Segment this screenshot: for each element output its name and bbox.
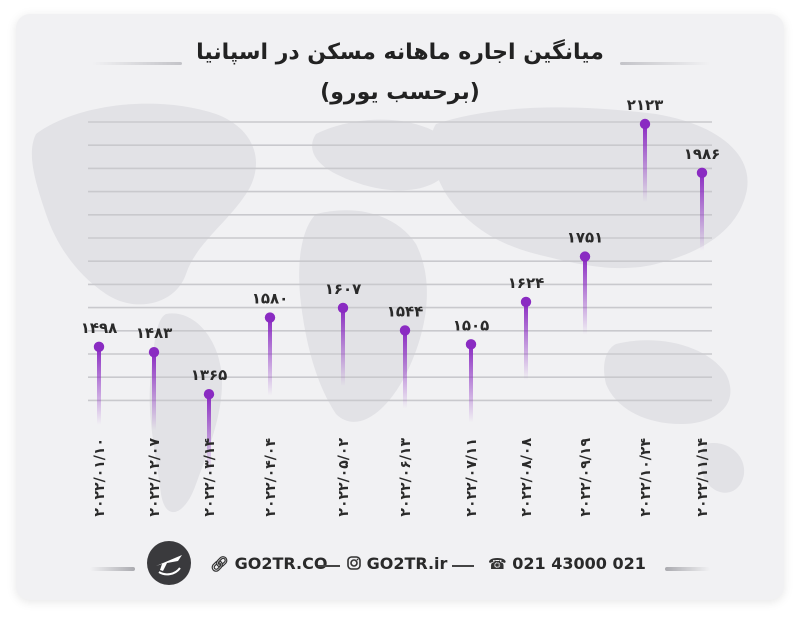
link-icon: 🔗︎ bbox=[210, 555, 230, 573]
title-decoration-left bbox=[92, 62, 182, 65]
lollipop-stem bbox=[268, 317, 272, 396]
lollipop-stem bbox=[700, 172, 704, 251]
data-label: ۱۷۵۱ bbox=[567, 229, 604, 247]
data-label: ۱۶۲۴ bbox=[508, 274, 545, 292]
x-tick-label: ۲۰۲۲/۰۱/۱۰ bbox=[92, 438, 108, 517]
phone-link[interactable]: ☎︎ 021 43000 021 bbox=[488, 554, 646, 573]
world-map-background bbox=[31, 103, 748, 513]
x-tick-label: ۲۰۲۲/۰۳/۱۴ bbox=[202, 438, 218, 517]
x-tick-label: ۲۰۲۲/۱۰/۲۴ bbox=[638, 438, 654, 517]
data-label: ۱۵۸۰ bbox=[252, 290, 289, 308]
phone-text: 021 43000 021 bbox=[512, 554, 646, 573]
data-label: ۱۴۸۳ bbox=[136, 324, 173, 342]
lollipop-stem bbox=[583, 256, 587, 335]
chart-title: میانگین اجاره ماهانه مسکن در اسپانیا bbox=[196, 40, 604, 65]
footer-decoration-left bbox=[90, 567, 135, 571]
lollipop-stem bbox=[643, 124, 647, 202]
x-tick-label: ۲۰۲۲/۰۹/۱۹ bbox=[578, 438, 594, 517]
x-tick-label: ۲۰۲۲/۰۸/۰۸ bbox=[519, 438, 535, 517]
lollipop-stem bbox=[469, 344, 473, 423]
plane-logo-icon bbox=[147, 541, 191, 585]
data-label: ۲۱۲۳ bbox=[627, 96, 664, 114]
data-point bbox=[520, 296, 532, 308]
x-tick-label: ۲۰۲۲/۰۷/۱۱ bbox=[464, 438, 480, 517]
x-tick-label: ۲۰۲۲/۰۲/۰۷ bbox=[147, 438, 163, 517]
lollipop-stem bbox=[152, 352, 156, 431]
lollipop-stem bbox=[341, 307, 345, 386]
data-label: ۱۴۹۸ bbox=[81, 319, 118, 337]
phone-icon: ☎︎ bbox=[488, 555, 507, 573]
website-text: GO2TR.CO bbox=[234, 554, 328, 573]
lollipop-stem bbox=[207, 394, 211, 473]
data-point bbox=[148, 346, 160, 358]
data-label: ۱۹۸۶ bbox=[684, 145, 721, 163]
data-label: ۱۵۰۵ bbox=[453, 316, 490, 334]
x-tick-label: ۲۰۲۲/۰۴/۰۴ bbox=[263, 438, 279, 517]
footer-decoration-right bbox=[665, 567, 710, 571]
x-tick-label: ۲۰۲۲/۰۶/۱۳ bbox=[398, 438, 414, 517]
data-point bbox=[264, 312, 276, 323]
x-tick-label: ۲۰۲۲/۰۵/۰۲ bbox=[336, 438, 352, 517]
data-point bbox=[93, 341, 105, 353]
data-point bbox=[203, 389, 215, 400]
footer-separator bbox=[318, 565, 340, 567]
data-label: ۱۵۴۴ bbox=[387, 302, 424, 320]
lollipop-stem bbox=[524, 301, 528, 380]
footer-separator bbox=[452, 565, 474, 567]
lollipop-stem bbox=[403, 330, 407, 409]
x-tick-label: ۲۰۲۲/۱۱/۱۴ bbox=[695, 438, 711, 517]
data-point bbox=[696, 167, 708, 179]
instagram-link[interactable]: GO2TR.ir bbox=[347, 554, 447, 573]
data-point bbox=[639, 118, 651, 130]
data-label: ۱۳۶۵ bbox=[191, 366, 228, 384]
data-point bbox=[337, 302, 349, 314]
lollipop-stem bbox=[97, 346, 101, 425]
data-point bbox=[399, 325, 411, 336]
chart-subtitle: (برحسب یورو) bbox=[320, 80, 480, 105]
website-link[interactable]: 🔗︎ GO2TR.CO bbox=[210, 554, 327, 573]
data-point bbox=[579, 251, 591, 262]
instagram-icon bbox=[347, 555, 361, 573]
data-point bbox=[465, 339, 477, 350]
instagram-text: GO2TR.ir bbox=[366, 554, 448, 573]
data-label: ۱۶۰۷ bbox=[325, 280, 362, 298]
